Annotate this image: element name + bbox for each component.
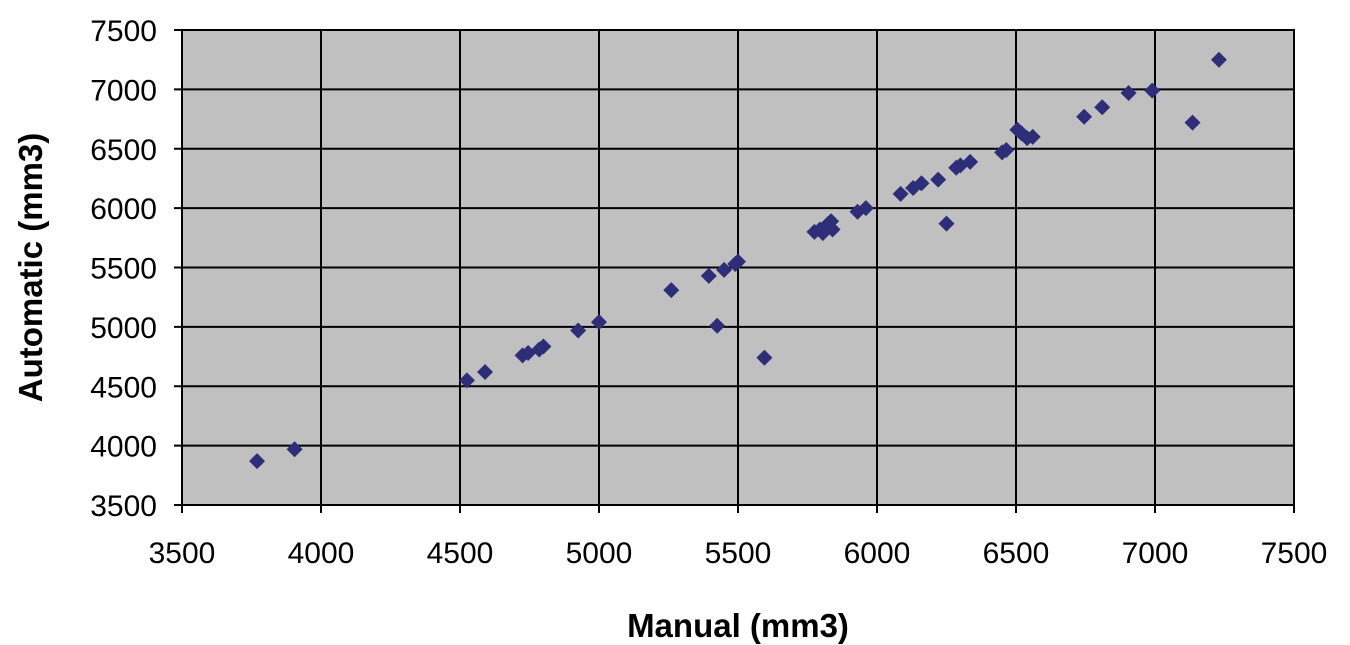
data-point <box>709 317 726 334</box>
x-axis-ticks: 3500 4000 4500 5000 5500 6000 6500 7000 7500 <box>149 505 1328 570</box>
data-point <box>824 221 841 238</box>
x-tick-label: 4000 <box>288 537 355 570</box>
x-tick-label: 7500 <box>1261 537 1328 570</box>
data-point <box>962 153 979 170</box>
data-point <box>1210 51 1227 68</box>
y-tick-label: 4000 <box>90 431 157 464</box>
data-point <box>930 171 947 188</box>
data-points <box>249 51 1227 470</box>
data-point <box>1120 84 1137 101</box>
data-point <box>1094 99 1111 116</box>
data-point <box>756 349 773 366</box>
data-point <box>998 141 1015 158</box>
y-tick-label: 5000 <box>90 312 157 345</box>
data-point <box>663 282 680 299</box>
data-point <box>1013 125 1030 142</box>
y-axis-ticks: 3500 4000 4500 5000 5500 6000 6500 7000 7500 <box>90 15 182 523</box>
y-tick-label: 7500 <box>90 15 157 48</box>
data-point <box>1144 82 1161 99</box>
y-tick-label: 5500 <box>90 253 157 286</box>
x-tick-label: 6000 <box>844 537 911 570</box>
data-point <box>535 338 552 355</box>
x-tick-label: 4500 <box>427 537 494 570</box>
y-axis-title: Automatic (mm3) <box>12 133 49 403</box>
y-tick-label: 7000 <box>90 74 157 107</box>
data-point <box>716 261 733 278</box>
data-point <box>913 175 930 192</box>
x-tick-label: 5500 <box>705 537 772 570</box>
data-point <box>730 253 746 270</box>
data-point <box>892 185 909 202</box>
x-tick-label: 5000 <box>566 537 633 570</box>
data-point <box>570 322 587 339</box>
data-point <box>458 372 475 389</box>
x-tick-label: 3500 <box>149 537 216 570</box>
data-point <box>1024 128 1041 145</box>
y-tick-label: 6500 <box>90 134 157 167</box>
data-point <box>700 267 717 284</box>
x-axis-title: Manual (mm3) <box>627 607 849 644</box>
data-point <box>591 314 607 331</box>
y-tick-label: 6000 <box>90 193 157 226</box>
data-point <box>286 441 303 458</box>
data-point <box>1076 108 1093 125</box>
data-point <box>249 453 266 470</box>
data-point <box>857 200 874 217</box>
data-point <box>1184 114 1201 131</box>
x-tick-label: 7000 <box>1122 537 1189 570</box>
x-tick-label: 6500 <box>983 537 1050 570</box>
data-point <box>477 364 494 380</box>
y-tick-label: 4500 <box>90 371 157 404</box>
y-tick-label: 3500 <box>90 490 157 523</box>
data-point <box>938 215 955 232</box>
